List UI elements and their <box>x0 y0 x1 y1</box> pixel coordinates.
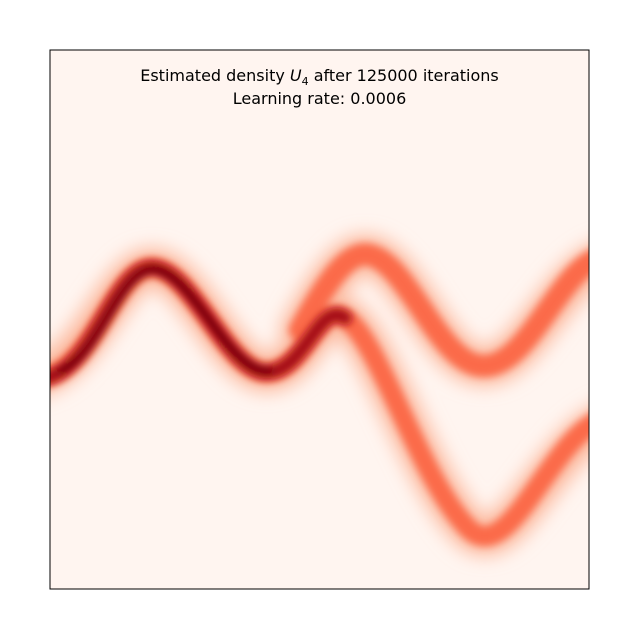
chart-subtitle: Learning rate: 0.0006 <box>233 89 407 108</box>
density-core <box>50 260 352 384</box>
chart-title: Estimated density U4 after 125000 iterat… <box>140 66 499 88</box>
title-part: 4 <box>302 75 309 88</box>
axes-frame <box>49 49 590 590</box>
density-image <box>50 234 589 556</box>
title-part: Estimated density <box>140 66 290 85</box>
title-part: U <box>290 66 302 85</box>
title-part: after 125000 iterations <box>309 66 499 85</box>
